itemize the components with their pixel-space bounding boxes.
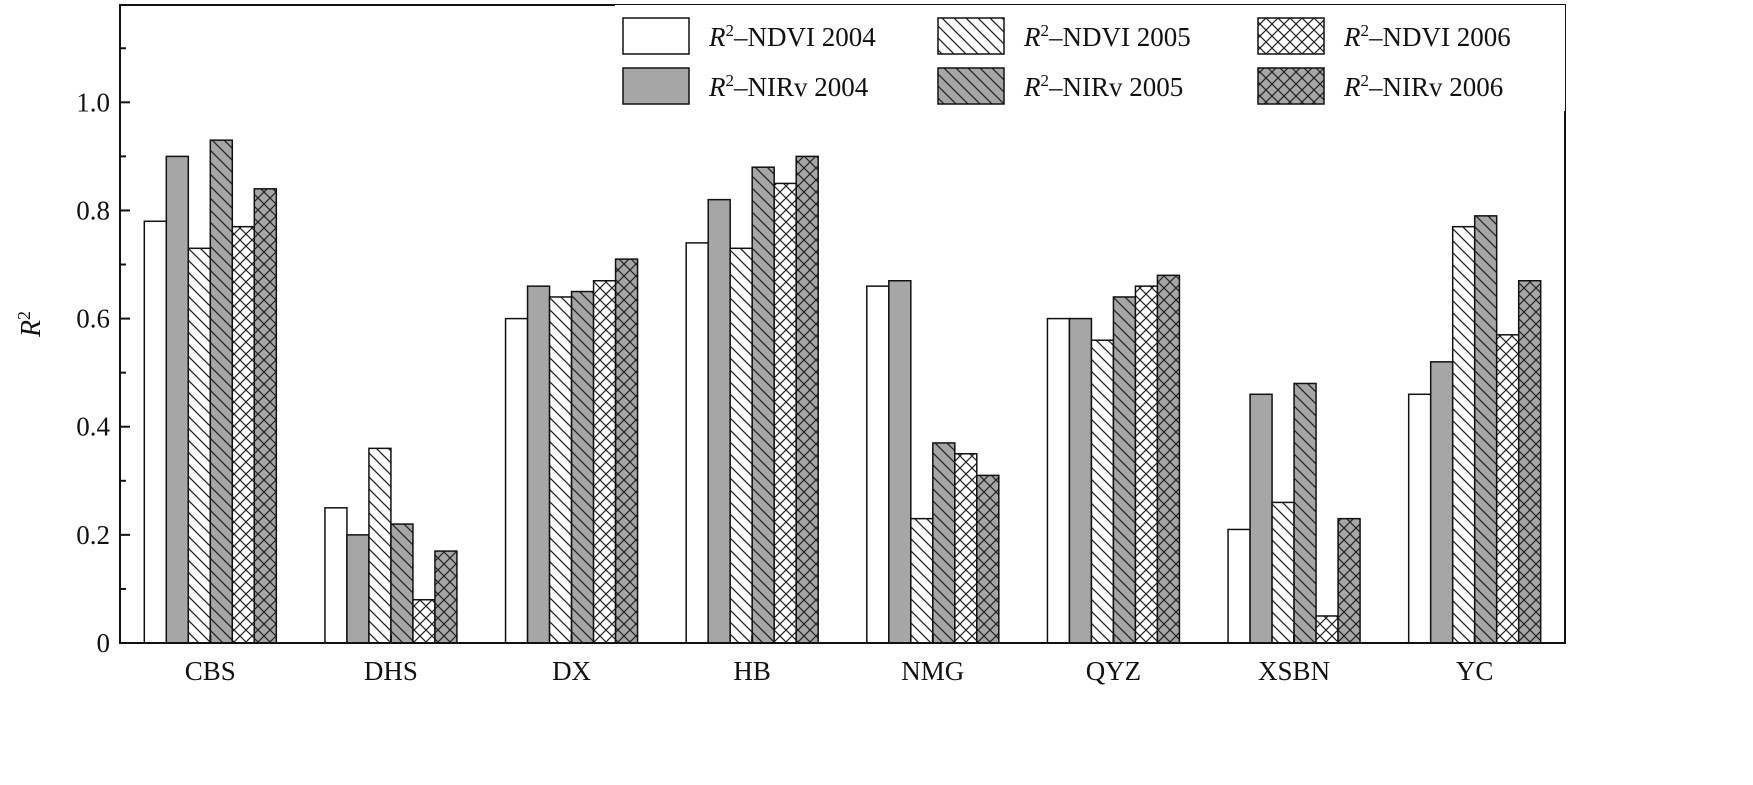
bar-QYZ-0 xyxy=(1046,317,1071,644)
y-tick-label: 0.4 xyxy=(76,412,110,442)
bar-CBS-0 xyxy=(143,220,168,644)
bar-DHS-5 xyxy=(434,550,458,644)
bar-DX-3 xyxy=(570,290,595,644)
bar-CBS-5 xyxy=(253,188,278,644)
bar-DHS-4 xyxy=(412,598,436,644)
bar-DX-4 xyxy=(592,279,617,644)
y-tick-label: 0.6 xyxy=(76,304,110,334)
bar-DX-2 xyxy=(548,296,573,644)
bar-QYZ-5 xyxy=(1156,274,1181,644)
y-tick-label: 0.8 xyxy=(76,195,110,225)
bar-DX-0 xyxy=(504,317,529,644)
bar-NMG-0 xyxy=(866,285,890,644)
bar-DHS-1 xyxy=(346,534,370,644)
bar-XSBN-0 xyxy=(1227,528,1251,644)
y-axis-label: R2 xyxy=(14,311,47,338)
bar-YC-0 xyxy=(1407,393,1432,644)
bar-CBS-1 xyxy=(165,155,190,644)
bar-YC-4 xyxy=(1495,334,1520,644)
bar-QYZ-1 xyxy=(1068,317,1093,644)
bar-DHS-2 xyxy=(368,447,392,644)
bar-XSBN-5 xyxy=(1337,517,1361,644)
bar-XSBN-4 xyxy=(1315,615,1339,644)
legend-label: R2–NIRv 2005 xyxy=(1023,71,1183,102)
bar-XSBN-3 xyxy=(1293,382,1317,644)
x-tick-label: DHS xyxy=(364,656,418,686)
bar-HB-4 xyxy=(773,182,797,644)
legend-label: R2–NDVI 2006 xyxy=(1343,21,1511,52)
bar-HB-1 xyxy=(707,198,731,644)
legend-frame xyxy=(615,5,1565,111)
bar-DX-1 xyxy=(526,285,551,644)
bar-YC-3 xyxy=(1473,215,1498,644)
bars-layer xyxy=(143,139,1542,644)
y-tick-label: 1.0 xyxy=(76,87,110,117)
legend-label: R2–NIRv 2004 xyxy=(708,71,869,102)
bar-HB-2 xyxy=(729,247,753,644)
legend-label: R2–NDVI 2005 xyxy=(1023,21,1191,52)
legend-swatch xyxy=(622,17,690,55)
bar-CBS-3 xyxy=(209,139,234,644)
bar-NMG-2 xyxy=(910,517,934,644)
x-tick-label: YC xyxy=(1456,656,1494,686)
y-tick-label: 0 xyxy=(97,628,111,658)
bar-QYZ-3 xyxy=(1112,296,1137,644)
bar-CBS-2 xyxy=(187,247,212,644)
x-tick-label: CBS xyxy=(185,656,236,686)
bar-DHS-3 xyxy=(390,523,414,644)
legend-label: R2–NIRv 2006 xyxy=(1343,71,1503,102)
x-tick-label: XSBN xyxy=(1258,656,1330,686)
legend-swatch xyxy=(937,17,1005,55)
bar-HB-0 xyxy=(685,242,709,644)
bar-HB-3 xyxy=(751,166,775,644)
legend-swatch xyxy=(1257,17,1325,55)
bar-DX-5 xyxy=(614,258,639,644)
bar-XSBN-2 xyxy=(1271,501,1295,644)
legend-swatch xyxy=(622,67,690,105)
bar-YC-5 xyxy=(1517,279,1542,644)
bar-NMG-5 xyxy=(976,474,1000,644)
bar-DHS-0 xyxy=(324,507,348,644)
legend-swatch xyxy=(1257,67,1325,105)
bar-CBS-4 xyxy=(231,225,256,644)
x-tick-label: QYZ xyxy=(1086,656,1142,686)
bar-NMG-3 xyxy=(932,442,956,644)
bar-QYZ-4 xyxy=(1134,285,1159,644)
legend-label: R2–NDVI 2004 xyxy=(708,21,876,52)
legend: R2–NDVI 2004 R2–NDVI 2005 R2–NDVI 2006 R2–N… xyxy=(615,5,1565,111)
x-tick-label: HB xyxy=(733,656,771,686)
bar-NMG-1 xyxy=(888,279,912,644)
x-tick-label: NMG xyxy=(901,656,964,686)
bar-XSBN-1 xyxy=(1249,393,1273,644)
bar-HB-5 xyxy=(795,155,819,644)
bar-NMG-4 xyxy=(954,453,978,644)
bar-YC-1 xyxy=(1429,361,1454,644)
x-tick-label: DX xyxy=(552,656,591,686)
axes-layer: CBS DHS DX HB NMG QYZ XSBN YC 0 0.2 0.4 0.6 0.8 1.0 xyxy=(76,47,1494,686)
bar-YC-2 xyxy=(1451,225,1476,644)
bar-QYZ-2 xyxy=(1090,339,1115,644)
legend-swatch xyxy=(937,67,1005,105)
y-tick-label: 0.2 xyxy=(76,520,110,550)
